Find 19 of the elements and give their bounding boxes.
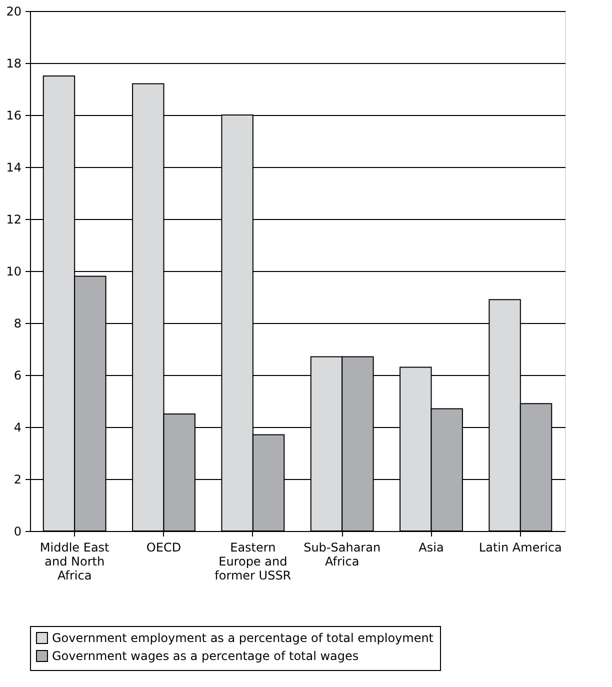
x-tick-label: Sub-Saharan Africa	[304, 540, 381, 568]
x-tick-label: OECD	[146, 540, 182, 554]
legend-label: Government wages as a percentage of total wages	[52, 649, 359, 663]
x-tick-label: Middle East and North Africa	[40, 540, 110, 582]
y-tick-label: 18	[6, 56, 22, 70]
y-tick-label: 12	[6, 212, 22, 226]
y-tick-label: 4	[14, 420, 22, 434]
y-tick-label: 8	[14, 316, 22, 330]
legend-label: Government employment as a percentage of total employment	[52, 631, 434, 645]
y-tick-label: 6	[14, 368, 22, 382]
y-tick-label: 16	[6, 108, 22, 122]
x-tick-label: Asia	[418, 540, 444, 554]
y-tick-label: 10	[6, 264, 22, 278]
x-tick-label: Eastern Europe and former USSR	[214, 540, 292, 582]
y-tick-label: 0	[14, 524, 22, 538]
y-tick-label: 20	[6, 4, 22, 18]
y-tick-label: 14	[6, 160, 22, 174]
x-tick-label: Latin America	[478, 540, 562, 554]
y-tick-label: 2	[14, 472, 22, 486]
